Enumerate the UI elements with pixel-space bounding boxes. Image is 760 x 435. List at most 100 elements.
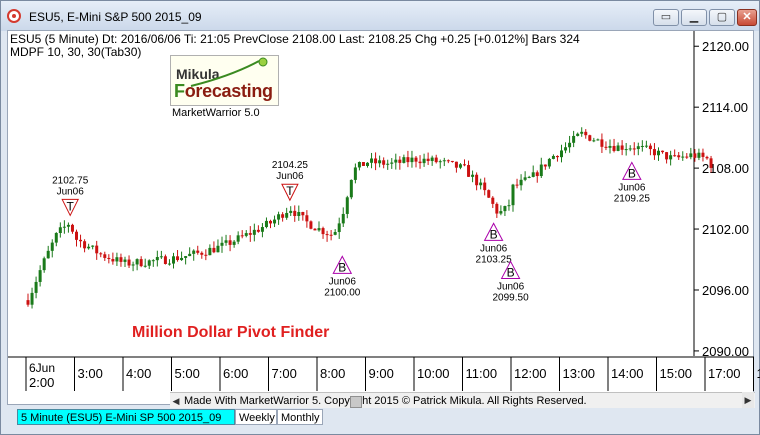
candle-up bbox=[592, 140, 596, 142]
candle-up bbox=[681, 156, 685, 158]
tab-monthly[interactable]: Monthly bbox=[277, 409, 323, 425]
candle-up bbox=[697, 152, 701, 158]
pivot-letter: B bbox=[507, 265, 515, 279]
candle-up bbox=[220, 242, 224, 246]
candle-down bbox=[648, 145, 652, 150]
logo-rest: orecasting bbox=[184, 81, 273, 101]
candle-down bbox=[79, 239, 83, 242]
window-title: ESU5, E-Mini S&P 500 2015_09 bbox=[29, 10, 202, 24]
maximize-button[interactable]: ▢ bbox=[709, 9, 735, 26]
candle-up bbox=[143, 265, 147, 267]
candle-down bbox=[83, 241, 87, 249]
candle-up bbox=[564, 147, 568, 151]
candle-up bbox=[519, 179, 523, 186]
candle-down bbox=[483, 182, 487, 191]
logo-caption: MarketWarrior 5.0 bbox=[172, 107, 260, 119]
candle-down bbox=[107, 257, 111, 260]
candle-down bbox=[487, 190, 491, 198]
candle-down bbox=[95, 245, 99, 254]
candle-down bbox=[111, 259, 115, 262]
x-tick-label: 6:00 bbox=[223, 366, 248, 381]
tab-weekly[interactable]: Weekly bbox=[235, 409, 277, 425]
candle-down bbox=[588, 135, 592, 141]
candle-down bbox=[325, 234, 329, 236]
candle-up bbox=[539, 164, 543, 177]
candle-down bbox=[103, 254, 107, 258]
chart-tabs: 5 Minute (ESU5) E-Mini SP 500 2015_09 We… bbox=[7, 408, 755, 426]
candle-down bbox=[70, 224, 74, 232]
candle-up bbox=[216, 245, 220, 253]
candle-down bbox=[693, 153, 697, 158]
candle-down bbox=[321, 228, 325, 235]
candle-down bbox=[269, 220, 272, 224]
candle-down bbox=[176, 256, 180, 261]
horizontal-scrollbar[interactable]: ◀ Made With MarketWarrior 5. Copyright 2… bbox=[170, 392, 755, 409]
x-tick-label: 15:00 bbox=[660, 366, 693, 381]
candle-up bbox=[551, 155, 555, 159]
candle-up bbox=[636, 146, 640, 150]
scroll-thumb[interactable] bbox=[350, 396, 362, 408]
candle-up bbox=[560, 150, 563, 158]
tab-5-minute[interactable]: 5 Minute (ESU5) E-Mini SP 500 2015_09 bbox=[17, 409, 235, 425]
candle-down bbox=[661, 150, 665, 153]
candle-down bbox=[127, 259, 131, 266]
minimize-button[interactable]: ▁ bbox=[681, 9, 707, 26]
pivot-date: Jun06 bbox=[480, 243, 508, 254]
candle-up bbox=[689, 153, 693, 158]
candle-up bbox=[115, 257, 119, 262]
candle-up bbox=[341, 213, 345, 224]
candle-up bbox=[547, 158, 551, 167]
candle-up bbox=[531, 172, 535, 177]
close-button[interactable]: ✕ bbox=[737, 9, 757, 26]
candle-up bbox=[208, 247, 212, 256]
x-tick-label: 3:00 bbox=[78, 366, 103, 381]
scroll-right-area[interactable]: ▶ bbox=[742, 392, 754, 408]
candle-down bbox=[212, 247, 216, 253]
chart-panel[interactable] bbox=[7, 30, 754, 405]
candle-up bbox=[30, 292, 34, 305]
candle-down bbox=[673, 155, 677, 157]
candle-up bbox=[640, 145, 644, 147]
candle-up bbox=[657, 150, 660, 156]
candle-up bbox=[66, 224, 70, 227]
pivot-letter: B bbox=[628, 166, 636, 180]
pivot-price: 2103.25 bbox=[476, 254, 513, 265]
pivot-letter: B bbox=[490, 227, 498, 241]
candle-down bbox=[361, 162, 365, 166]
pivot-date: Jun06 bbox=[618, 182, 646, 193]
candle-up bbox=[167, 263, 171, 265]
pivot-letter: T bbox=[286, 184, 294, 198]
candle-up bbox=[471, 174, 475, 177]
candle-down bbox=[228, 240, 232, 245]
candle-up bbox=[499, 211, 503, 214]
candle-down bbox=[313, 228, 317, 231]
candle-up bbox=[337, 223, 341, 233]
candle-down bbox=[309, 221, 313, 229]
candle-down bbox=[163, 256, 167, 264]
x-tick-label: 4:00 bbox=[126, 366, 151, 381]
restore-window-button[interactable]: ▭ bbox=[653, 9, 679, 26]
pivot-top-marker bbox=[61, 198, 80, 217]
candle-down bbox=[515, 184, 519, 186]
candle-down bbox=[248, 233, 252, 235]
title-bar[interactable]: ESU5, E-Mini S&P 500 2015_09 ▭ ▁ ▢ ✕ bbox=[1, 1, 759, 31]
x-tick-label: 11:00 bbox=[466, 366, 498, 381]
pivot-price: 2109.25 bbox=[614, 193, 651, 204]
candle-up bbox=[155, 257, 159, 261]
y-tick-label: 2108.00 bbox=[702, 161, 749, 176]
candle-up bbox=[244, 233, 248, 236]
candle-up bbox=[430, 157, 434, 162]
candle-up bbox=[503, 206, 507, 212]
candle-down bbox=[543, 164, 547, 167]
candle-up bbox=[390, 162, 394, 164]
candle-up bbox=[608, 145, 612, 148]
candle-up bbox=[54, 233, 58, 243]
scroll-left-icon[interactable]: ◀ bbox=[172, 396, 180, 406]
scroll-right-icon[interactable]: ▶ bbox=[744, 395, 752, 405]
candle-down bbox=[305, 215, 309, 222]
pivot-letter: B bbox=[338, 260, 346, 274]
candle-up bbox=[135, 259, 139, 265]
y-tick-label: 2090.00 bbox=[702, 344, 749, 359]
pivot-price: 2102.75 bbox=[52, 175, 89, 186]
